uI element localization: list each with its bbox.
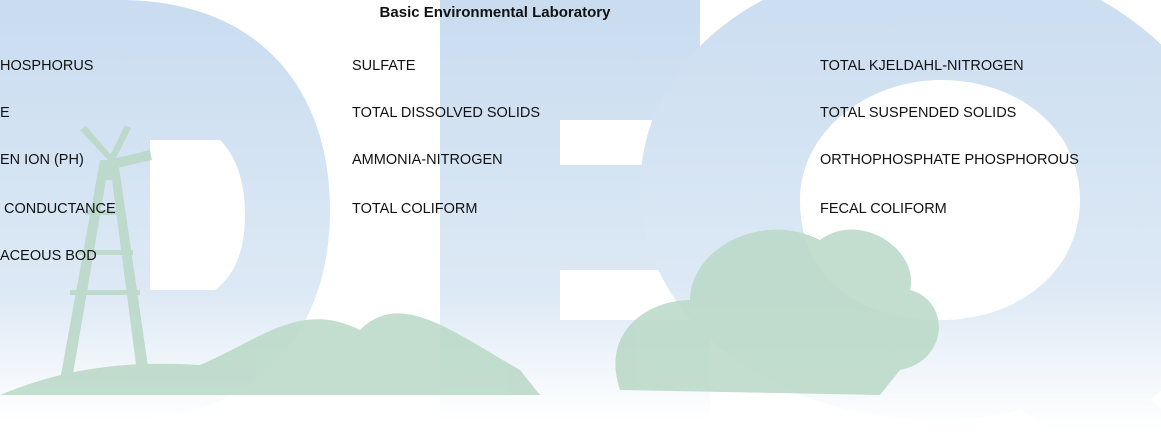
analyte-name: CONDUCTANCE: [4, 201, 116, 217]
page: Basic Environmental Laboratory HOSPHORUS…: [0, 0, 1161, 434]
section-title: Basic Environmental Laboratory: [0, 4, 990, 21]
analyte-name: TOTAL KJELDAHL-NITROGEN: [820, 58, 1024, 74]
analyte-name: TOTAL DISSOLVED SOLIDS: [352, 105, 540, 121]
analyte-name: ACEOUS BOD: [0, 248, 97, 264]
analyte-name: TOTAL SUSPENDED SOLIDS: [820, 105, 1016, 121]
analyte-name: AMMONIA-NITROGEN: [352, 152, 503, 168]
analyte-name: E: [0, 105, 10, 121]
analyte-name: EN ION (PH): [0, 152, 84, 168]
analyte-name: ORTHOPHOSPHATE PHOSPHOROUS: [820, 152, 1079, 168]
analyte-name: SULFATE: [352, 58, 415, 74]
analyte-name: HOSPHORUS: [0, 58, 93, 74]
analyte-name: FECAL COLIFORM: [820, 201, 947, 217]
analyte-name: TOTAL COLIFORM: [352, 201, 477, 217]
